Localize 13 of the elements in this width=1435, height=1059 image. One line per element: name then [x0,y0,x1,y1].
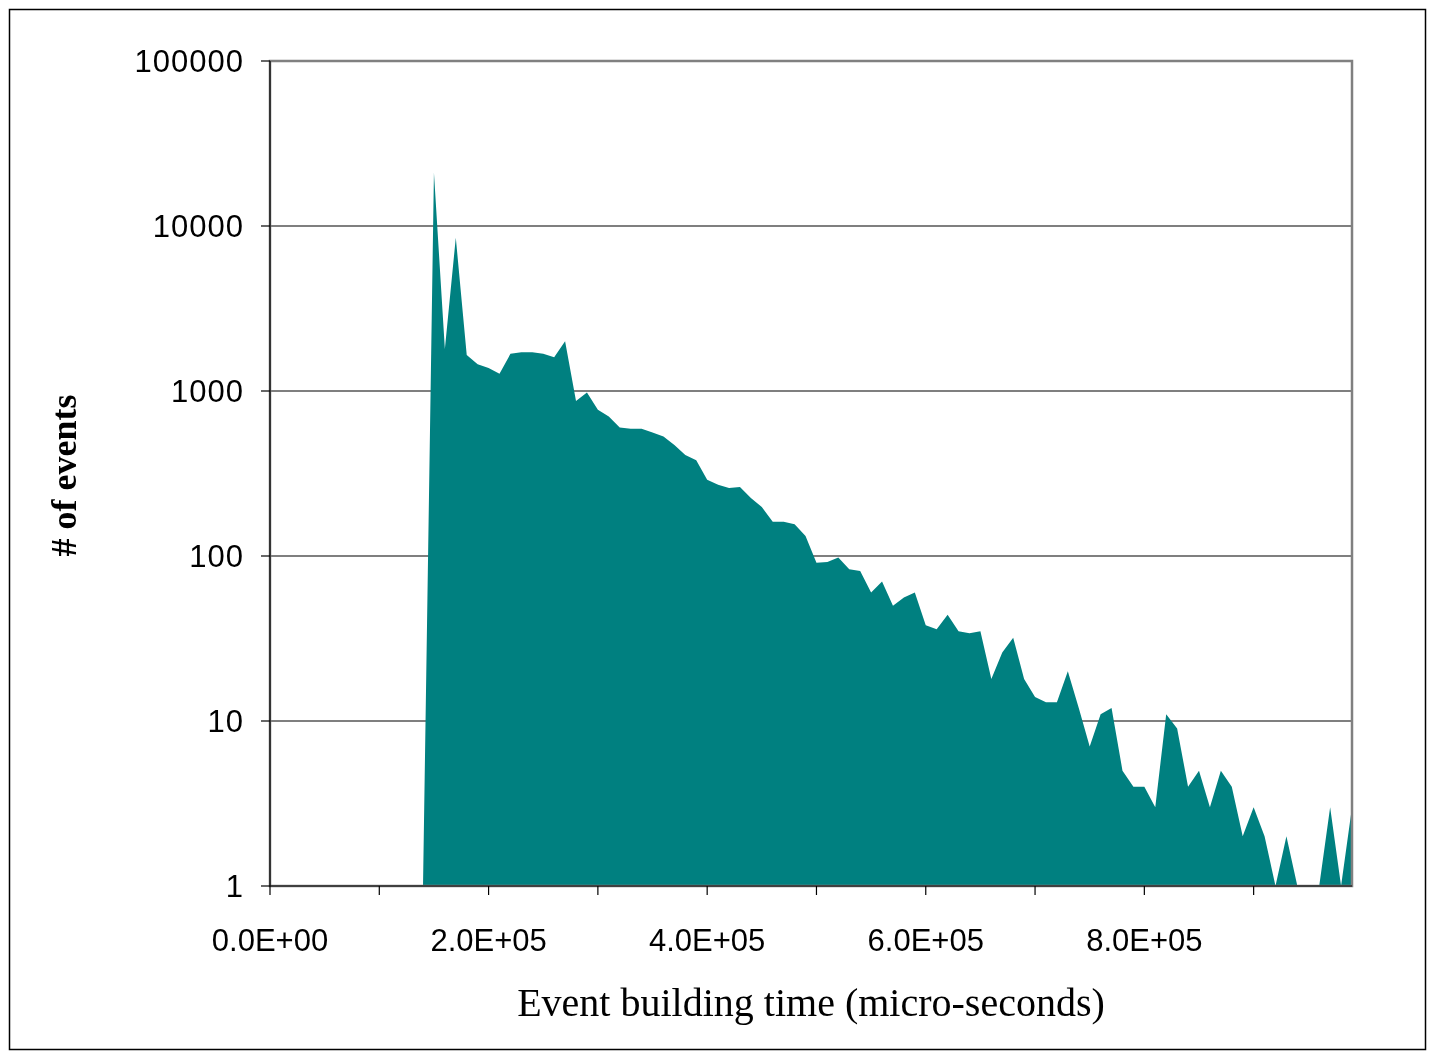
y-axis-title: # of events [44,394,84,557]
y-tick-label: 10000 [152,208,244,244]
y-tick-label: 10 [207,703,244,739]
x-tick-label: 6.0E+05 [867,923,984,958]
y-tick-label: 100 [189,538,244,574]
x-tick-label: 8.0E+05 [1086,923,1203,958]
y-tick-label: 1 [225,868,244,904]
x-axis-title: Event building time (micro-seconds) [517,980,1105,1025]
y-tick-label: 1000 [171,373,244,409]
y-tick-label: 100000 [134,43,244,79]
x-tick-label: 4.0E+05 [648,923,766,958]
x-tick-label: 2.0E+05 [430,923,547,958]
x-tick-label: 0.0E+00 [211,923,329,958]
